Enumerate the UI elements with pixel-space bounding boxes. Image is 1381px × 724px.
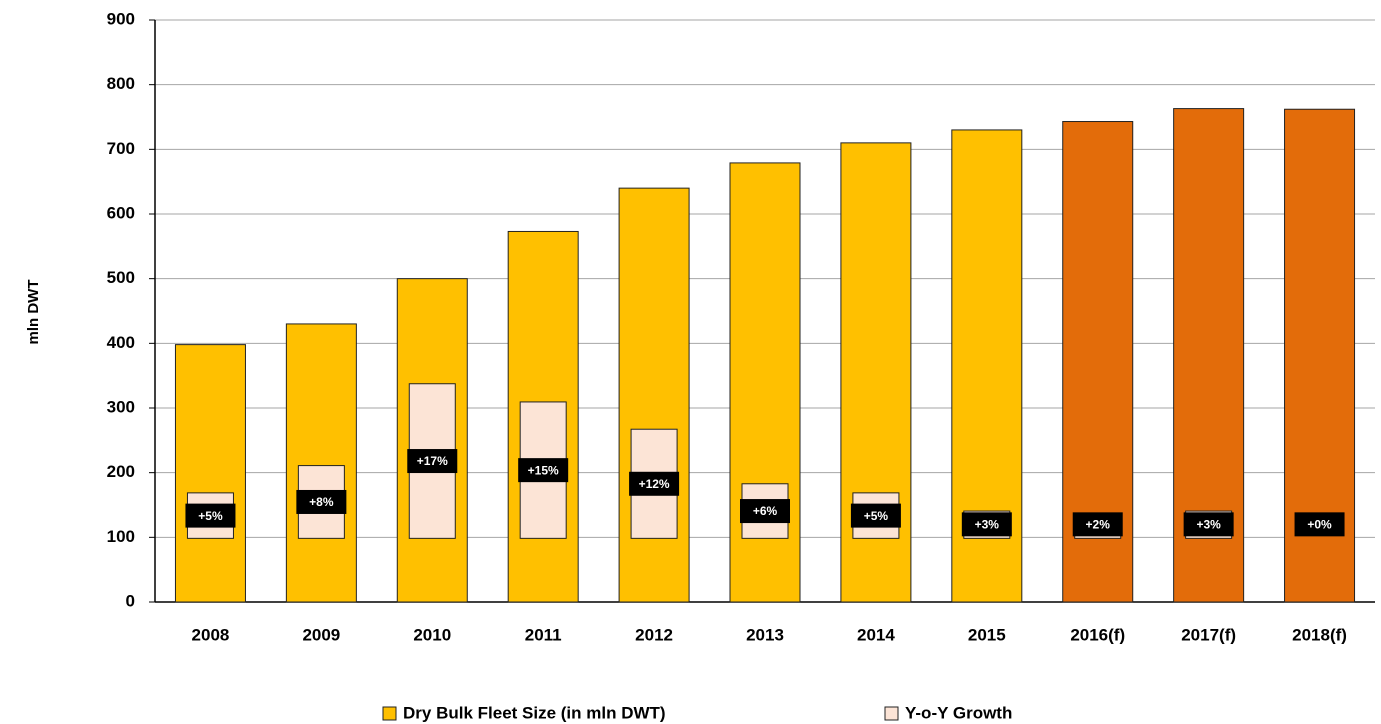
- legend-swatch: [884, 706, 899, 721]
- data-label: +15%: [528, 463, 559, 477]
- data-label-box: [1294, 512, 1345, 537]
- legend-label: Dry Bulk Fleet Size (in mln DWT): [403, 703, 666, 722]
- y-axis-label: mln DWT: [25, 280, 42, 345]
- y-tick-label: 600: [107, 203, 135, 222]
- data-label-box: [1183, 512, 1234, 537]
- data-label-box: [850, 503, 901, 528]
- x-tick-label: 2008: [192, 625, 230, 644]
- x-tick-label: 2016(f): [1070, 625, 1125, 644]
- data-label: +6%: [753, 504, 778, 518]
- data-label: +5%: [864, 509, 889, 523]
- y-tick-label: 800: [107, 74, 135, 93]
- y-tick-label: 300: [107, 397, 135, 416]
- data-label: +8%: [309, 495, 334, 509]
- data-label-box: [518, 458, 569, 483]
- legend-label: Y-o-Y Growth: [905, 703, 1012, 722]
- x-tick-label: 2018(f): [1292, 625, 1347, 644]
- x-tick-label: 2012: [635, 625, 673, 644]
- bar: [285, 323, 357, 603]
- data-label: +17%: [417, 454, 448, 468]
- data-label: +3%: [975, 518, 1000, 532]
- data-label: +12%: [639, 477, 670, 491]
- y-tick-label: 400: [107, 333, 135, 352]
- data-label-box: [296, 489, 347, 514]
- y-tick-label: 500: [107, 268, 135, 287]
- data-label-box: [407, 449, 458, 474]
- x-tick-label: 2015: [968, 625, 1006, 644]
- data-label-box: [961, 512, 1012, 537]
- y-tick-label: 900: [107, 9, 135, 28]
- data-label: +5%: [198, 509, 223, 523]
- bar: [618, 187, 690, 603]
- data-label-box: [185, 503, 236, 528]
- data-label-box: [629, 471, 680, 496]
- legend-swatch: [382, 706, 397, 721]
- y-tick-label: 200: [107, 462, 135, 481]
- x-tick-label: 2011: [525, 625, 562, 644]
- data-label: +3%: [1196, 518, 1221, 532]
- y-tick-label: 700: [107, 139, 135, 158]
- x-tick-label: 2014: [857, 625, 895, 644]
- data-label-box: [740, 499, 790, 524]
- y-tick-label: 0: [126, 591, 135, 610]
- data-label-box: [1072, 512, 1123, 537]
- x-tick-label: 2013: [746, 625, 784, 644]
- data-label: +2%: [1086, 518, 1111, 532]
- x-tick-label: 2009: [302, 625, 340, 644]
- x-tick-label: 2017(f): [1181, 625, 1236, 644]
- data-label: +0%: [1307, 518, 1332, 532]
- y-tick-label: 100: [107, 527, 135, 546]
- bar: [174, 344, 246, 603]
- x-tick-label: 2010: [413, 625, 451, 644]
